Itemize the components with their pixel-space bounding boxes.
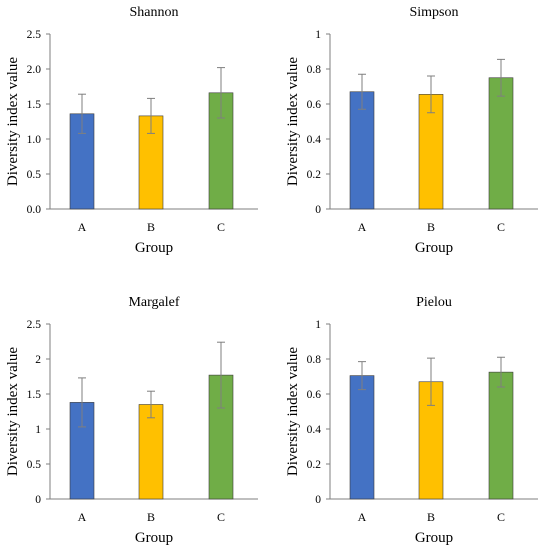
bar-b xyxy=(138,404,164,500)
x-axis-label: Group xyxy=(135,240,173,256)
y-tick-label: 0.5 xyxy=(27,459,42,471)
bar-c xyxy=(488,77,514,210)
y-axis-label: Diversity index value xyxy=(5,57,21,186)
x-tick-label: C xyxy=(217,220,225,234)
x-tick-label: C xyxy=(497,510,505,524)
y-axis-label: Diversity index value xyxy=(285,57,301,186)
y-tick-label: 1 xyxy=(35,424,41,436)
y-tick-label: 1.5 xyxy=(27,99,42,111)
y-tick-label: 2.5 xyxy=(27,319,42,331)
chart-shannon: Shannon 0.0 0.5 1.0 1.5 2.0 2.5 A B C Group Diversi… xyxy=(5,5,258,256)
x-tick-label: B xyxy=(147,510,155,524)
y-tick-label: 0.6 xyxy=(307,99,322,111)
x-tick-label: A xyxy=(358,510,367,524)
y-axis-label: Diversity index value xyxy=(5,347,21,476)
chart-simpson: Simpson 0 0.2 0.4 0.6 0.8 1 A B C Group Diversity i… xyxy=(285,5,538,256)
bar-c xyxy=(488,371,514,500)
y-tick-label: 0.2 xyxy=(307,169,322,181)
y-axis-label: Diversity index value xyxy=(285,347,301,476)
y-tick-label: 0 xyxy=(315,204,321,216)
bar-a xyxy=(349,91,375,210)
y-tick-label: 0.5 xyxy=(27,169,42,181)
y-tick-label: 1.5 xyxy=(27,389,42,401)
x-tick-label: B xyxy=(427,220,435,234)
x-axis-label: Group xyxy=(415,530,453,546)
x-tick-label: A xyxy=(78,220,87,234)
x-tick-label: B xyxy=(427,510,435,524)
chart-title: Margalef xyxy=(128,295,179,310)
y-tick-label: 0.4 xyxy=(307,134,322,146)
y-tick-label: 0.2 xyxy=(307,459,322,471)
chart-title: Pielou xyxy=(416,295,452,310)
x-tick-label: C xyxy=(497,220,505,234)
y-tick-label: 0 xyxy=(35,494,41,506)
y-tick-label: 2 xyxy=(35,354,41,366)
x-tick-label: C xyxy=(217,510,225,524)
y-tick-label: 0.0 xyxy=(27,204,42,216)
chart-title: Shannon xyxy=(130,5,179,20)
bar-a xyxy=(349,375,375,500)
x-tick-label: A xyxy=(358,220,367,234)
bar-b xyxy=(418,94,444,210)
y-tick-label: 1 xyxy=(315,29,321,41)
y-tick-label: 1.0 xyxy=(27,134,42,146)
y-tick-label: 0.6 xyxy=(307,389,322,401)
chart-title: Simpson xyxy=(409,5,458,20)
x-axis-label: Group xyxy=(135,530,173,546)
y-tick-label: 0.8 xyxy=(307,64,322,76)
y-tick-label: 2.0 xyxy=(27,64,42,76)
x-tick-label: A xyxy=(78,510,87,524)
x-axis-label: Group xyxy=(415,240,453,256)
y-tick-label: 0.4 xyxy=(307,424,322,436)
y-tick-label: 0 xyxy=(315,494,321,506)
chart-pielou: Pielou 0 0.2 0.4 0.6 0.8 1 A B C Group Diversity in… xyxy=(285,295,538,546)
x-tick-label: B xyxy=(147,220,155,234)
chart-margalef: Margalef 0 0.5 1 1.5 2 2.5 A B C Group Diversity in… xyxy=(5,295,258,546)
y-tick-label: 0.8 xyxy=(307,354,322,366)
y-tick-label: 1 xyxy=(315,319,321,331)
y-tick-label: 2.5 xyxy=(27,29,42,41)
